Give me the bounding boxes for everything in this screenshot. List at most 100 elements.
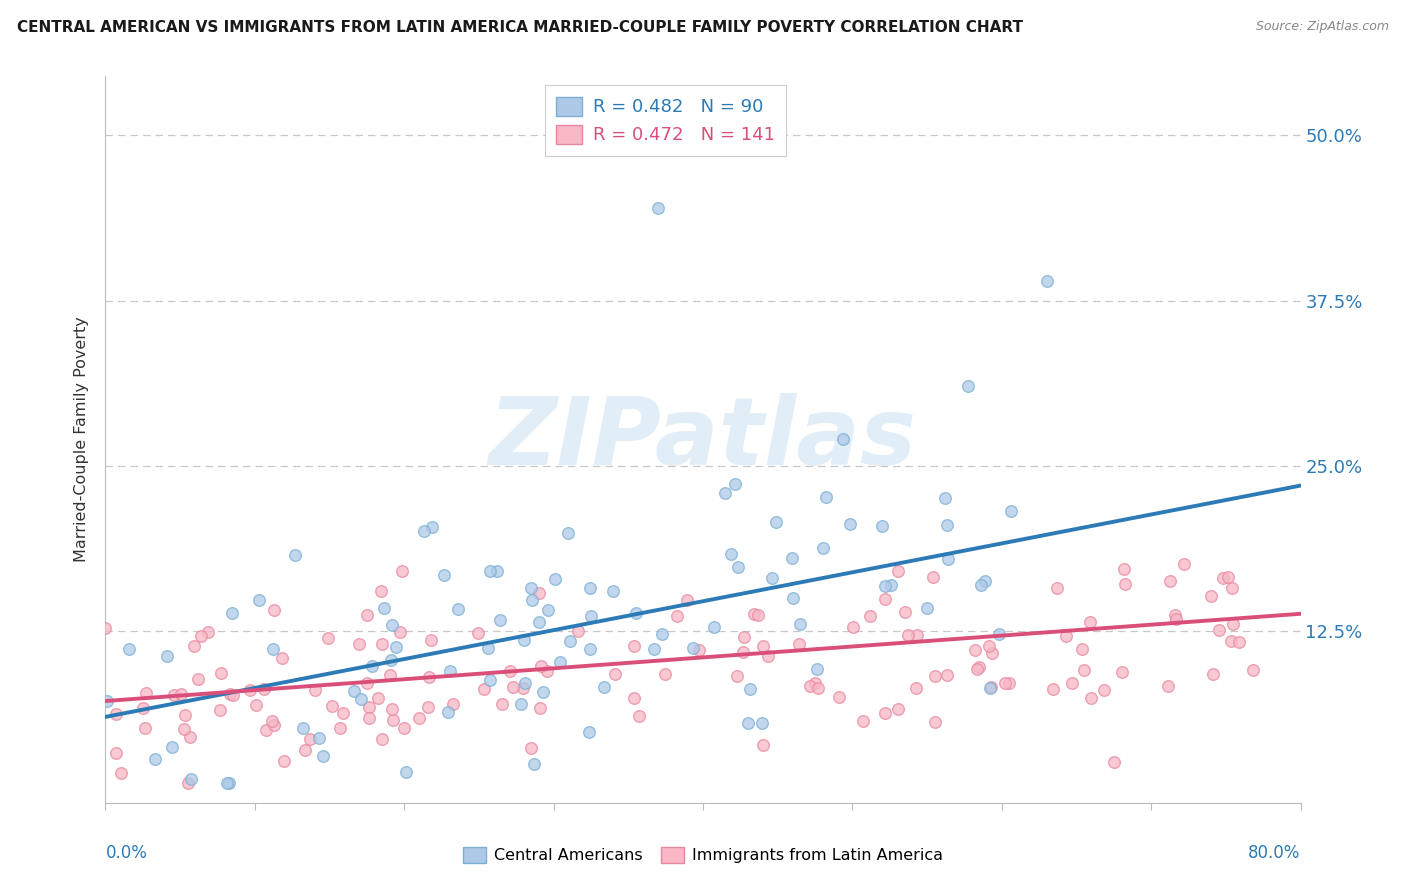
Point [1102, 755, 1125, 769]
Point [380, 653, 402, 667]
Point [544, 572, 567, 586]
Point [1164, 607, 1187, 622]
Point [273, 754, 295, 768]
Point [271, 651, 294, 665]
Point [980, 646, 1002, 660]
Point [284, 549, 307, 563]
Point [1157, 679, 1180, 693]
Point [917, 601, 939, 615]
Point [603, 667, 626, 681]
Point [832, 432, 855, 446]
Point [512, 681, 534, 695]
Point [536, 664, 558, 678]
Point [299, 732, 322, 747]
Point [787, 637, 810, 651]
Point [527, 586, 550, 600]
Point [359, 700, 381, 714]
Point [190, 629, 212, 643]
Point [530, 659, 553, 673]
Point [1035, 274, 1057, 288]
Point [628, 708, 651, 723]
Point [447, 601, 470, 615]
Point [350, 691, 373, 706]
Point [924, 669, 946, 683]
Point [934, 491, 956, 505]
Point [489, 613, 512, 627]
Point [329, 722, 352, 736]
Point [782, 591, 804, 605]
Point [988, 627, 1011, 641]
Point [875, 592, 897, 607]
Point [529, 701, 551, 715]
Point [752, 739, 775, 753]
Point [472, 681, 495, 696]
Point [173, 707, 195, 722]
Point [356, 608, 378, 623]
Text: 80.0%: 80.0% [1249, 845, 1301, 863]
Point [183, 639, 205, 653]
Point [262, 642, 284, 657]
Point [135, 686, 157, 700]
Point [513, 632, 536, 647]
Point [1227, 634, 1250, 648]
Point [245, 698, 267, 713]
Point [1208, 624, 1230, 638]
Point [780, 550, 803, 565]
Point [1220, 582, 1243, 596]
Point [527, 615, 550, 629]
Point [742, 607, 765, 622]
Point [1092, 682, 1115, 697]
Point [173, 723, 195, 737]
Point [548, 655, 571, 669]
Point [643, 642, 665, 657]
Point [433, 567, 456, 582]
Point [160, 739, 183, 754]
Point [131, 701, 153, 715]
Point [357, 711, 380, 725]
Point [723, 477, 745, 491]
Point [956, 378, 979, 392]
Point [682, 640, 704, 655]
Point [478, 673, 501, 688]
Point [221, 606, 243, 620]
Point [134, 722, 156, 736]
Point [578, 642, 600, 657]
Point [218, 776, 240, 790]
Point [1216, 570, 1239, 584]
Point [666, 608, 689, 623]
Point [1173, 557, 1195, 571]
Point [980, 680, 1002, 694]
Point [1222, 616, 1244, 631]
Point [381, 702, 404, 716]
Point [373, 600, 395, 615]
Point [162, 688, 184, 702]
Point [807, 681, 830, 696]
Point [737, 716, 759, 731]
Point [294, 743, 316, 757]
Point [380, 668, 402, 682]
Point [519, 581, 541, 595]
Point [828, 690, 851, 704]
Point [811, 541, 834, 555]
Point [905, 628, 928, 642]
Point [1000, 504, 1022, 518]
Point [412, 524, 434, 538]
Legend: Central Americans, Immigrants from Latin America: Central Americans, Immigrants from Latin… [456, 838, 950, 871]
Point [513, 675, 536, 690]
Point [815, 490, 838, 504]
Point [593, 681, 616, 695]
Point [994, 675, 1017, 690]
Point [308, 731, 330, 746]
Point [894, 605, 917, 619]
Point [806, 662, 828, 676]
Point [842, 620, 865, 634]
Point [222, 688, 245, 702]
Point [371, 732, 394, 747]
Point [725, 669, 748, 683]
Point [714, 486, 737, 500]
Point [1111, 665, 1133, 680]
Point [579, 581, 602, 595]
Point [731, 645, 754, 659]
Text: 0.0%: 0.0% [105, 845, 148, 863]
Point [110, 765, 132, 780]
